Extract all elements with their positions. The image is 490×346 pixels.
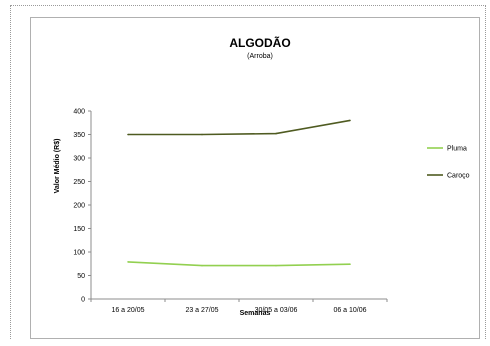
axes <box>88 110 388 302</box>
legend-label: Caroço <box>447 173 470 180</box>
x-tick-label: 16 a 20/05 <box>111 307 144 314</box>
y-tick-label: 100 <box>73 250 85 257</box>
data-point <box>201 264 203 267</box>
y-tick-label: 150 <box>73 226 85 233</box>
series-line-2 <box>128 119 351 136</box>
data-point <box>127 133 129 136</box>
data-point <box>349 119 351 122</box>
chart-subtitle: (Arroba) <box>247 53 273 60</box>
data-point <box>349 263 351 266</box>
chart-title: ALGODÃO <box>229 35 290 50</box>
y-tick-label: 250 <box>73 179 85 186</box>
legend-label: Pluma <box>447 146 467 153</box>
x-tick-label: 30/05 a 03/06 <box>255 307 298 314</box>
x-tick-labels: 16 a 20/05 23 a 27/05 30/05 a 03/06 06 a 10… <box>111 307 366 314</box>
x-tick-label: 23 a 27/05 <box>185 307 218 314</box>
line-chart: ALGODÃO (Arroba) Valor Médio (R$) Semana… <box>54 35 470 317</box>
series-lines <box>127 119 351 267</box>
y-tick-label: 0 <box>81 297 85 304</box>
series-line-1 <box>127 261 351 267</box>
data-point <box>275 132 277 135</box>
x-axis-title: Semanas <box>240 310 271 317</box>
y-tick-label: 200 <box>73 203 85 210</box>
y-tick-label: 350 <box>73 132 85 139</box>
y-tick-label: 400 <box>73 109 85 116</box>
data-point <box>127 261 129 263</box>
y-tick-label: 50 <box>77 273 85 280</box>
page-frame <box>10 5 486 339</box>
y-tick-label: 300 <box>73 156 85 163</box>
y-tick-labels: 0 50 100 150 200 250 300 350 400 <box>73 109 85 304</box>
data-point <box>201 133 203 136</box>
legend: Pluma Caroço <box>427 146 470 180</box>
x-tick-label: 06 a 10/06 <box>333 307 366 314</box>
y-axis-title: Valor Médio (R$) <box>54 139 61 194</box>
data-point <box>275 264 277 267</box>
chart-area: ALGODÃO (Arroba) Valor Médio (R$) Semana… <box>30 17 480 339</box>
